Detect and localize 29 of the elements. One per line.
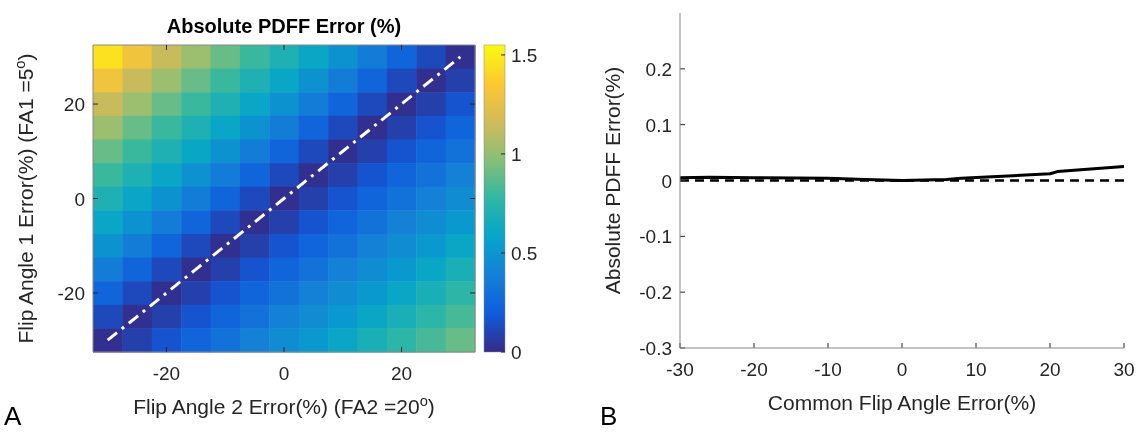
color-bar-label: 1: [511, 143, 522, 165]
x-tick-label: 0: [896, 359, 908, 380]
y-tick-label: 0.1: [645, 114, 672, 136]
x-axis-title: Common Flip Angle Error(%): [767, 391, 1037, 414]
x-tick-label: -10: [814, 359, 842, 380]
x-tick-label: 10: [965, 359, 987, 380]
x-tick-label: 0: [278, 363, 290, 384]
y-tick-label: -20: [57, 282, 85, 304]
text: A: [4, 401, 22, 431]
color-bar-label: 0: [511, 342, 522, 363]
y-tick-label: 0.2: [645, 58, 672, 80]
y-tick-label: -0.3: [639, 338, 672, 359]
y-tick-label: 0: [74, 188, 85, 210]
chart-title: Absolute PDFF Error (%): [166, 15, 402, 37]
x-tick-label: -20: [740, 359, 768, 380]
y-tick-label: 0: [661, 170, 672, 192]
color-bar-label: 1.5: [511, 44, 538, 66]
x-tick-label: -20: [152, 363, 181, 384]
y-axis-title: Absolute PDFF Error(%): [601, 66, 624, 295]
y-tick-label: -0.1: [639, 226, 672, 248]
x-tick-label: 20: [1039, 359, 1061, 380]
y-tick-label: -0.2: [639, 282, 672, 304]
x-tick-label: 20: [390, 363, 413, 384]
x-tick-label: -30: [666, 359, 694, 380]
x-tick-label: 30: [1113, 359, 1135, 380]
color-bar-label: 0.5: [511, 242, 538, 264]
text: B: [600, 401, 618, 431]
y-tick-label: 20: [63, 94, 85, 116]
x-axis-title: Flip Angle 2 Error(%) (FA2 =20$^{o}$): [133, 393, 435, 418]
